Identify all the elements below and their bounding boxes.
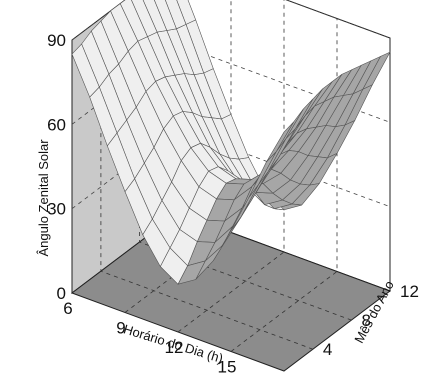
x-tick-label: 15 (218, 358, 237, 377)
z-tick-label: 30 (47, 200, 66, 219)
x-tick-label: 9 (116, 319, 125, 338)
z-tick-label: 60 (47, 115, 66, 134)
z-gridline (71, 0, 391, 41)
z-tick-label: 0 (57, 284, 66, 303)
tick-labels: 0 30 60 90 6 9 12 15 18 4 8 12 (47, 31, 419, 379)
x-tick-label: 18 (271, 377, 290, 379)
x-tick-label: 6 (63, 299, 72, 318)
surface-mesh (71, 0, 391, 285)
y-tick-label: 4 (323, 340, 332, 359)
y-tick-label: 8 (361, 311, 370, 330)
surface-cell (71, 43, 100, 98)
z-tick-label: 90 (47, 31, 66, 50)
y-tick-label: 12 (400, 282, 419, 301)
x-tick-label: 12 (165, 338, 184, 357)
z-axis-label: Ângulo Zenital Solar (36, 139, 51, 257)
